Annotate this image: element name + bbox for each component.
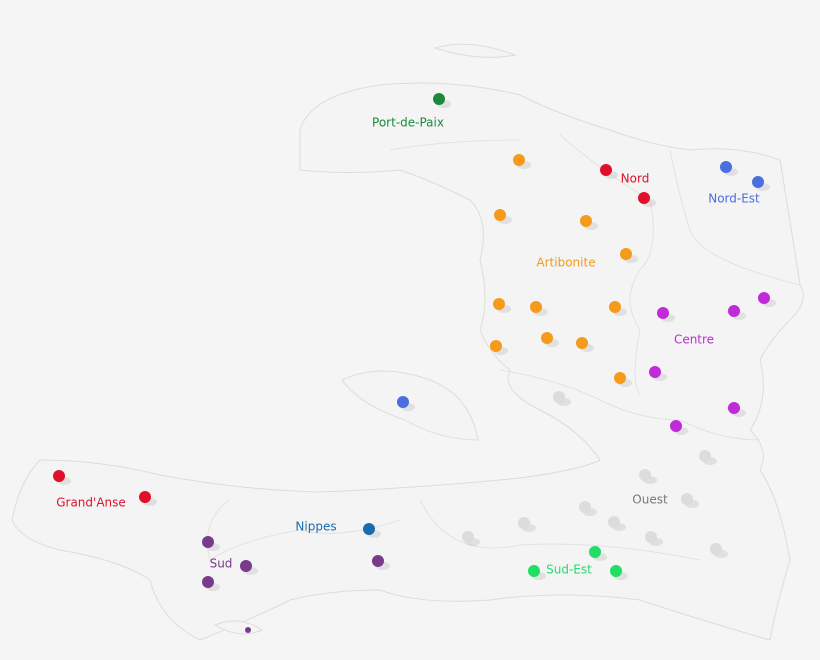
pin — [609, 301, 621, 313]
pin — [614, 372, 626, 384]
pin — [202, 536, 214, 548]
region-label: Nord-Est — [708, 192, 760, 206]
pin — [433, 93, 445, 105]
region-label: Port-de-Paix — [372, 116, 444, 130]
region-label: Sud-Est — [546, 563, 592, 577]
pin — [728, 402, 740, 414]
pin — [494, 209, 506, 221]
pin — [363, 523, 375, 535]
pin — [610, 565, 622, 577]
pin — [397, 396, 409, 408]
pin — [513, 154, 525, 166]
pin — [493, 298, 505, 310]
region-label: Grand'Anse — [56, 496, 126, 510]
pin — [752, 176, 764, 188]
pin — [645, 531, 657, 543]
pin — [580, 215, 592, 227]
pin — [649, 366, 661, 378]
pin — [518, 517, 530, 529]
pin — [710, 543, 722, 555]
country-outline — [11, 43, 804, 641]
pin — [462, 531, 474, 543]
pin — [245, 627, 251, 633]
pin — [139, 491, 151, 503]
pin — [699, 450, 711, 462]
region-label: Artibonite — [536, 256, 595, 270]
pin — [639, 469, 651, 481]
pin — [657, 307, 669, 319]
pin — [638, 192, 650, 204]
pin — [576, 337, 588, 349]
pin — [600, 164, 612, 176]
pin — [553, 391, 565, 403]
region-label: Centre — [674, 333, 714, 347]
region-label: Nippes — [295, 520, 336, 534]
pin — [589, 546, 601, 558]
pin — [720, 161, 732, 173]
region-label: Ouest — [632, 493, 668, 507]
pin — [490, 340, 502, 352]
pin — [728, 305, 740, 317]
pin — [530, 301, 542, 313]
pin — [240, 560, 252, 572]
region-label: Sud — [210, 557, 233, 571]
region-label: Nord — [621, 172, 650, 186]
pin — [202, 576, 214, 588]
pin — [681, 493, 693, 505]
pin — [541, 332, 553, 344]
pin — [579, 501, 591, 513]
pin — [670, 420, 682, 432]
pin — [528, 565, 540, 577]
pin — [608, 516, 620, 528]
pin — [758, 292, 770, 304]
pins — [53, 93, 776, 633]
pin — [372, 555, 384, 567]
labels: Port-de-Paix Nord Nord-Est Artibonite Centre… — [56, 116, 760, 577]
pin — [620, 248, 632, 260]
pin — [53, 470, 65, 482]
